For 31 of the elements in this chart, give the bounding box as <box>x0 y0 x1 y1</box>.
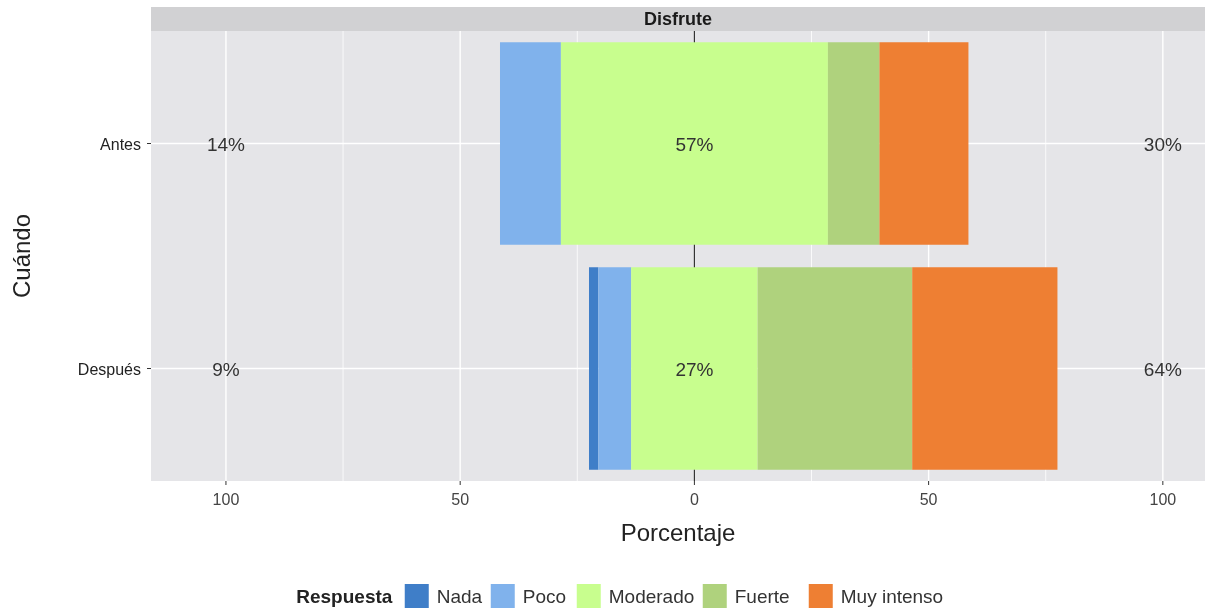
x-tick-label: 50 <box>451 491 470 508</box>
x-axis-title: Porcentaje <box>620 519 736 546</box>
legend-label: Poco <box>522 586 567 607</box>
annotation: 14% <box>206 133 246 155</box>
bar <box>879 42 969 245</box>
legend-label: Fuerte <box>734 586 790 607</box>
bar <box>499 42 561 245</box>
legend-title: Respuesta <box>296 586 393 607</box>
bar <box>560 42 828 245</box>
annotation: 27% <box>675 358 714 380</box>
bar <box>631 267 758 470</box>
bar <box>757 267 913 470</box>
legend-label: Moderado <box>608 586 695 607</box>
bar <box>912 267 1058 470</box>
annotation: 9% <box>212 358 240 380</box>
legend-label: Muy intenso <box>840 586 944 607</box>
chart-title: Disfrute <box>643 9 713 29</box>
y-axis-title: Cuándo <box>8 213 35 299</box>
x-tick-label: 100 <box>212 491 240 508</box>
annotation: 30% <box>1143 133 1182 155</box>
legend-label: Nada <box>436 586 483 607</box>
annotation: 64% <box>1143 358 1182 380</box>
y-tick-label: Antes <box>100 135 141 153</box>
x-tick-label: 50 <box>919 491 938 508</box>
y-tick-label: Después <box>77 360 141 378</box>
bar <box>598 267 632 470</box>
annotation: 57% <box>675 133 714 155</box>
bar <box>827 42 880 245</box>
bar <box>589 267 599 470</box>
x-tick-label: 0 <box>689 491 699 508</box>
x-tick-label: 100 <box>1149 491 1177 508</box>
